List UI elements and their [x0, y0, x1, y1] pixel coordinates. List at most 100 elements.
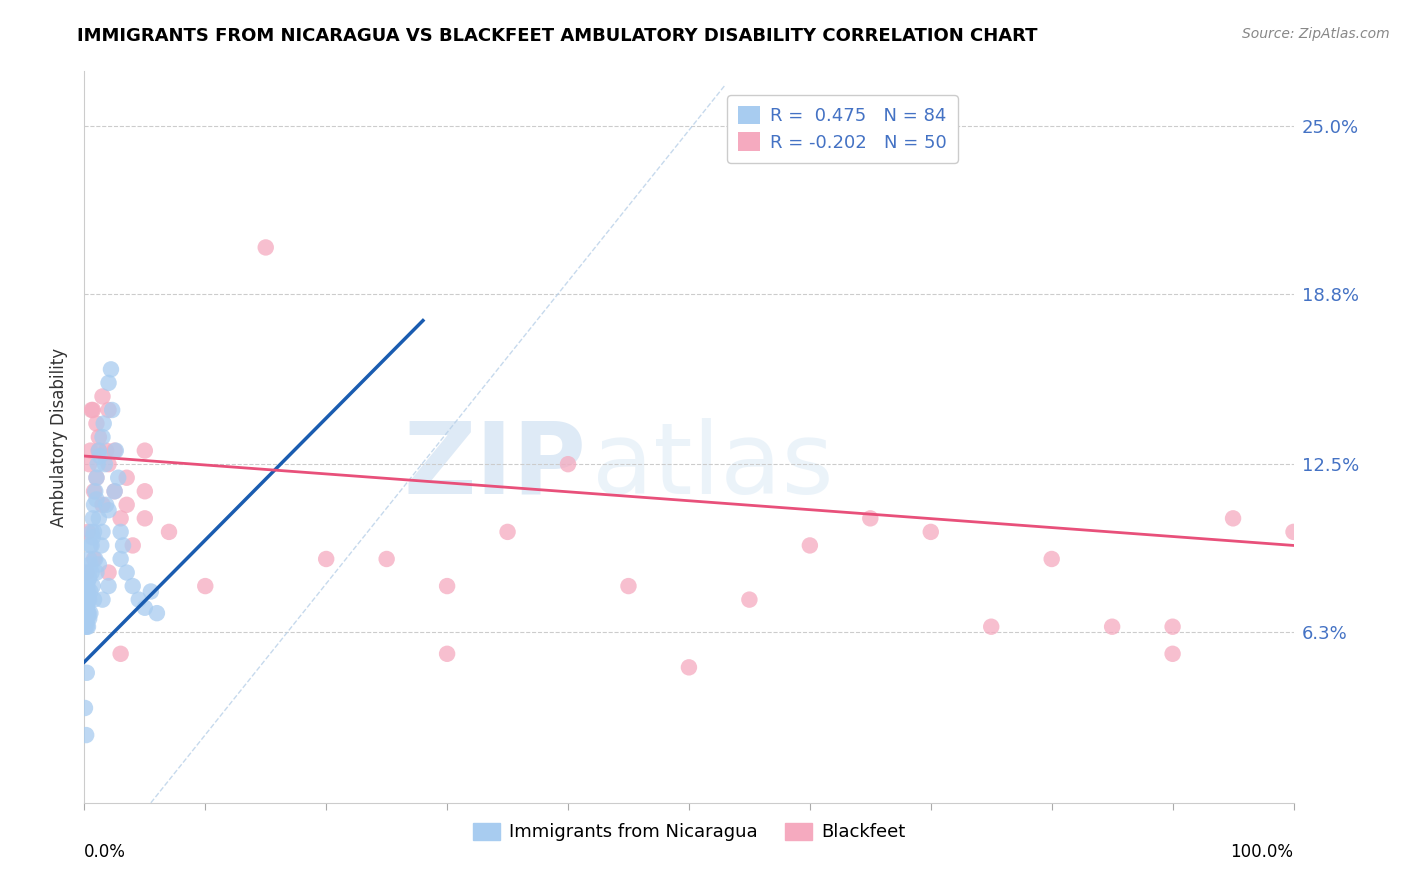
- Text: IMMIGRANTS FROM NICARAGUA VS BLACKFEET AMBULATORY DISABILITY CORRELATION CHART: IMMIGRANTS FROM NICARAGUA VS BLACKFEET A…: [77, 27, 1038, 45]
- Point: [84, 484, 107, 499]
- Point: [101, 403, 124, 417]
- Point: [115, 566, 138, 580]
- Text: 0.0%: 0.0%: [84, 843, 127, 861]
- Point: [76, 600, 98, 615]
- Point: [83, 552, 105, 566]
- Point: [115, 471, 138, 485]
- Point: [76, 606, 98, 620]
- Point: [82, 403, 104, 417]
- Point: [83, 592, 105, 607]
- Point: [496, 524, 519, 539]
- Point: [146, 606, 169, 620]
- Point: [112, 538, 135, 552]
- Point: [87, 558, 110, 572]
- Point: [97, 566, 120, 580]
- Point: [77, 574, 100, 588]
- Point: [86, 457, 108, 471]
- Point: [436, 579, 458, 593]
- Point: [93, 417, 115, 431]
- Point: [76, 590, 98, 604]
- Point: [100, 362, 122, 376]
- Point: [110, 552, 132, 566]
- Point: [91, 592, 114, 607]
- Point: [799, 538, 821, 552]
- Point: [79, 538, 101, 552]
- Point: [77, 606, 100, 620]
- Point: [76, 566, 98, 580]
- Point: [75, 620, 97, 634]
- Point: [86, 471, 108, 485]
- Point: [75, 611, 97, 625]
- Point: [79, 606, 101, 620]
- Point: [920, 524, 942, 539]
- Point: [75, 603, 97, 617]
- Point: [75, 606, 97, 620]
- Point: [76, 608, 98, 623]
- Point: [157, 524, 180, 539]
- Point: [254, 240, 277, 254]
- Point: [738, 592, 761, 607]
- Point: [134, 443, 156, 458]
- Point: [86, 492, 108, 507]
- Y-axis label: Ambulatory Disability: Ambulatory Disability: [51, 348, 69, 526]
- Point: [87, 443, 110, 458]
- Point: [678, 660, 700, 674]
- Point: [80, 538, 103, 552]
- Point: [134, 484, 156, 499]
- Point: [94, 498, 117, 512]
- Point: [77, 571, 100, 585]
- Point: [83, 524, 105, 539]
- Point: [134, 600, 156, 615]
- Point: [1161, 647, 1184, 661]
- Point: [77, 620, 100, 634]
- Point: [73, 611, 96, 625]
- Point: [82, 530, 104, 544]
- Point: [77, 552, 100, 566]
- Point: [76, 611, 98, 625]
- Text: 100.0%: 100.0%: [1230, 843, 1294, 861]
- Point: [97, 503, 120, 517]
- Point: [75, 598, 97, 612]
- Point: [89, 449, 111, 463]
- Point: [75, 606, 97, 620]
- Point: [77, 566, 100, 580]
- Point: [77, 584, 100, 599]
- Point: [80, 524, 103, 539]
- Point: [1040, 552, 1063, 566]
- Point: [84, 552, 107, 566]
- Point: [1222, 511, 1244, 525]
- Point: [194, 579, 217, 593]
- Point: [86, 471, 108, 485]
- Point: [73, 606, 96, 620]
- Point: [87, 430, 110, 444]
- Point: [375, 552, 398, 566]
- Point: [76, 579, 98, 593]
- Point: [128, 592, 150, 607]
- Legend: Immigrants from Nicaragua, Blackfeet: Immigrants from Nicaragua, Blackfeet: [465, 815, 912, 848]
- Point: [90, 538, 112, 552]
- Point: [76, 665, 98, 680]
- Point: [980, 620, 1002, 634]
- Point: [557, 457, 579, 471]
- Point: [87, 443, 110, 458]
- Point: [617, 579, 640, 593]
- Point: [73, 701, 96, 715]
- Point: [91, 524, 114, 539]
- Point: [91, 498, 114, 512]
- Point: [82, 579, 104, 593]
- Point: [107, 471, 129, 485]
- Text: ZIP: ZIP: [404, 417, 586, 515]
- Text: atlas: atlas: [592, 417, 834, 515]
- Point: [94, 443, 117, 458]
- Point: [110, 524, 132, 539]
- Point: [1282, 524, 1305, 539]
- Point: [97, 457, 120, 471]
- Point: [75, 600, 97, 615]
- Point: [121, 579, 143, 593]
- Point: [77, 606, 100, 620]
- Point: [79, 584, 101, 599]
- Point: [115, 498, 138, 512]
- Point: [436, 647, 458, 661]
- Point: [77, 611, 100, 625]
- Point: [75, 592, 97, 607]
